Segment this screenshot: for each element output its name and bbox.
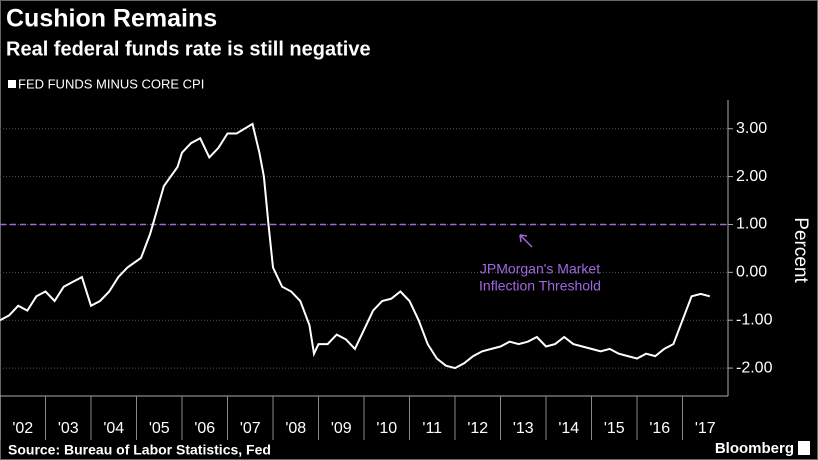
brand: Bloomberg [715,440,794,457]
x-tick-label: '15 [604,420,625,437]
y-tick-label: 2.00 [736,168,767,185]
legend-swatch [8,80,16,88]
x-tick-label: '11 [422,420,442,437]
y-tick-label: -2.00 [736,359,773,376]
legend-label: FED FUNDS MINUS CORE CPI [18,76,204,91]
source: Source: Bureau of Labor Statistics, Fed [8,442,271,458]
x-tick-label: '10 [376,420,397,437]
x-tick-label: '06 [194,420,215,437]
y-tick-label: 1.00 [736,216,767,233]
x-tick-label: '17 [695,420,716,437]
x-tick-label: '09 [331,420,352,437]
chart-subtitle: Real federal funds rate is still negativ… [6,38,371,60]
y-tick-label: 0.00 [736,264,767,281]
x-tick-label: '02 [12,420,33,437]
x-tick-label: '13 [513,420,534,437]
x-tick-label: '08 [285,420,306,437]
x-tick-label: '04 [103,420,124,437]
y-axis-label: Percent [790,217,811,283]
y-tick-label: -1.00 [736,311,773,328]
x-tick-label: '03 [58,420,79,437]
threshold-label: JPMorgan's Market [480,261,600,277]
x-tick-label: '14 [558,420,579,437]
series-line [0,122,711,370]
brand-icon [798,441,810,455]
x-tick-label: '16 [649,420,670,437]
threshold-label: Inflection Threshold [479,278,601,294]
x-tick-label: '05 [149,420,170,437]
annotation-arrow [519,234,533,248]
y-tick-label: 3.00 [736,120,767,137]
x-tick-label: '12 [467,420,488,437]
annotation-arrowhead [519,234,528,243]
x-tick-label: '07 [240,420,261,437]
chart-title: Cushion Remains [6,5,217,33]
